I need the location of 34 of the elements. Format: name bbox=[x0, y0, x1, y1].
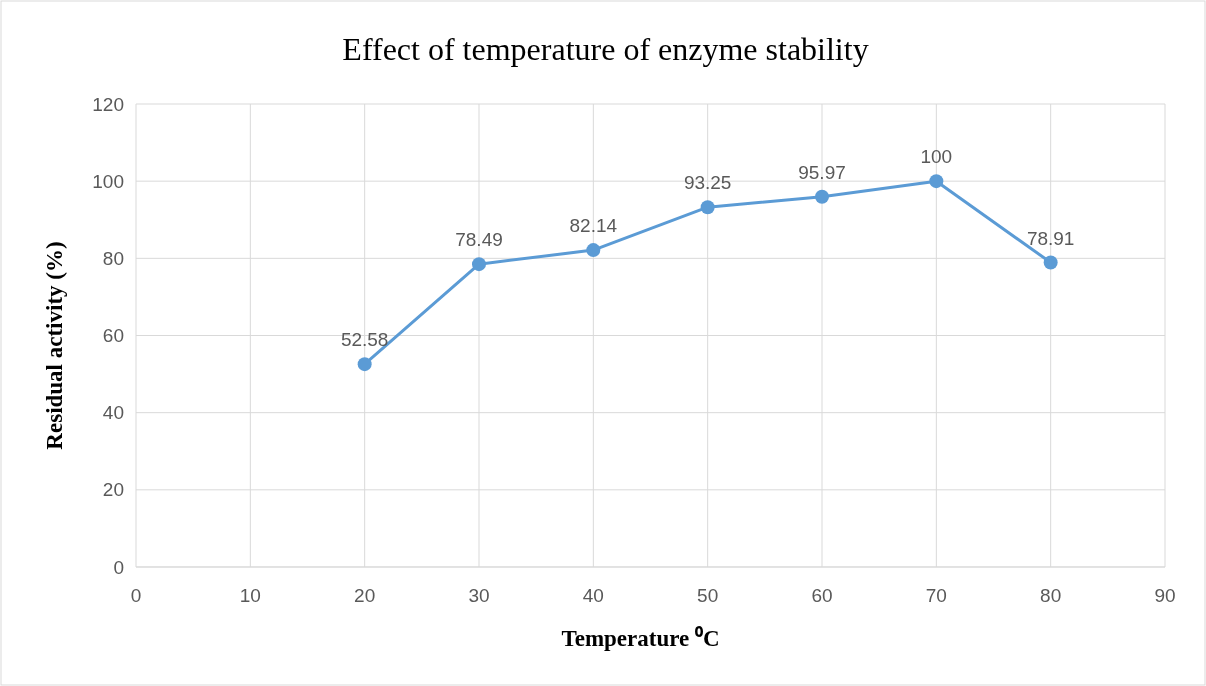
x-tick-label: 30 bbox=[468, 585, 490, 606]
point bbox=[586, 243, 601, 258]
y-tick-label: 0 bbox=[113, 556, 124, 578]
y-axis-title: Residual activity (%) bbox=[42, 241, 67, 450]
x-tick-label: 10 bbox=[239, 585, 261, 606]
y-tick-label: 20 bbox=[102, 479, 124, 501]
y-tick-label: 60 bbox=[102, 325, 124, 347]
y-tick-label: 40 bbox=[102, 402, 124, 424]
x-tick-label: 0 bbox=[130, 585, 142, 606]
x-tick-label: 60 bbox=[811, 585, 833, 606]
y-tick-label: 80 bbox=[102, 247, 124, 269]
data-label: 95.97 bbox=[798, 161, 846, 183]
data-label: 52.58 bbox=[340, 329, 389, 351]
x-tick-label: 50 bbox=[697, 585, 719, 606]
x-tick-label: 20 bbox=[354, 585, 376, 606]
x-axis-title: Temperature ⁰C bbox=[561, 625, 720, 651]
data-label: 78.91 bbox=[1026, 227, 1075, 249]
point bbox=[357, 357, 372, 372]
point bbox=[1043, 255, 1058, 270]
x-tick-label: 40 bbox=[582, 585, 604, 606]
point bbox=[929, 174, 944, 189]
data-label: 78.49 bbox=[455, 229, 503, 251]
point bbox=[472, 257, 486, 272]
data-label: 100 bbox=[920, 146, 953, 168]
data-label: 82.14 bbox=[569, 215, 618, 237]
y-tick-label: 120 bbox=[92, 93, 124, 115]
point bbox=[815, 189, 829, 204]
x-tick-label: 80 bbox=[1040, 585, 1062, 606]
point bbox=[700, 200, 715, 215]
y-tick-label: 100 bbox=[92, 170, 124, 192]
x-tick-label: 90 bbox=[1154, 585, 1176, 606]
x-tick-label: 70 bbox=[925, 585, 947, 606]
chart-title: Effect of temperature of enzyme stability bbox=[342, 31, 869, 67]
data-label: 93.25 bbox=[683, 172, 732, 194]
